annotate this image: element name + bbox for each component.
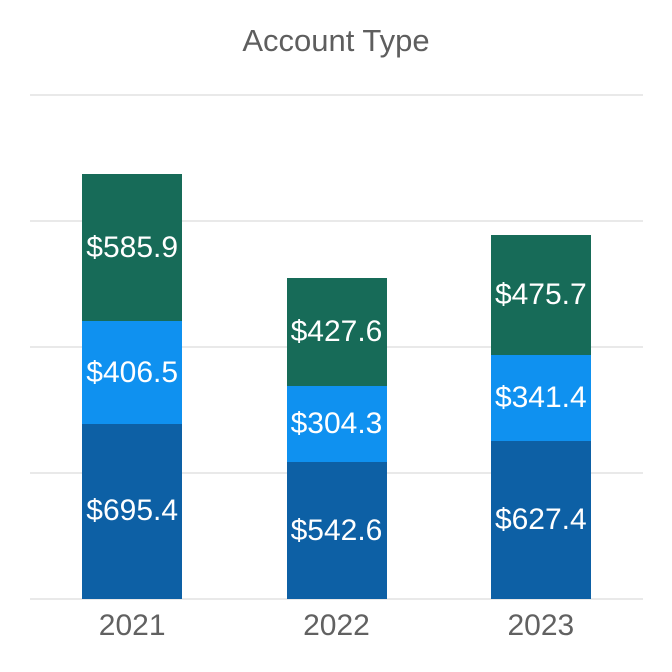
bar-segment-2023-bottom[interactable]: $627.4 (490, 440, 591, 599)
bar-2023: $627.4 $341.4 $475.7 (490, 95, 591, 599)
x-axis-label-2023: 2023 (507, 609, 575, 642)
plot-area: $695.4 $406.5 $585.9 $542.6 $304.3 $427.6 $627… (30, 94, 643, 600)
segment-value-label: $304.3 (290, 406, 383, 440)
bar-segment-2023-middle[interactable]: $341.4 (490, 354, 591, 441)
bar-2022: $542.6 $304.3 $427.6 (286, 95, 387, 599)
bar-segment-2022-middle[interactable]: $304.3 (286, 385, 387, 463)
gridline (30, 94, 643, 96)
segment-value-label: $475.7 (494, 277, 587, 311)
segment-value-label: $427.6 (290, 314, 383, 348)
bar-segment-2021-bottom[interactable]: $695.4 (82, 423, 183, 599)
bar-segment-2022-top[interactable]: $427.6 (286, 277, 387, 386)
segment-value-label: $627.4 (494, 502, 587, 536)
bar-segment-2021-top[interactable]: $585.9 (82, 173, 183, 322)
bar-2021: $695.4 $406.5 $585.9 (82, 95, 183, 599)
x-axis-label-2021: 2021 (98, 609, 166, 642)
segment-value-label: $695.4 (86, 494, 179, 528)
segment-value-label: $585.9 (86, 230, 179, 264)
bar-segment-2023-top[interactable]: $475.7 (490, 235, 591, 355)
bar-segment-2022-bottom[interactable]: $542.6 (286, 462, 387, 599)
segment-value-label: $542.6 (290, 513, 383, 547)
gridline (30, 220, 643, 222)
bar-segment-2021-middle[interactable]: $406.5 (82, 321, 183, 424)
chart-title: Account Type (242, 23, 430, 58)
x-axis-label-2022: 2022 (303, 609, 370, 642)
segment-value-label: $341.4 (494, 380, 587, 414)
gridline (30, 598, 643, 600)
segment-value-label: $406.5 (86, 355, 179, 389)
